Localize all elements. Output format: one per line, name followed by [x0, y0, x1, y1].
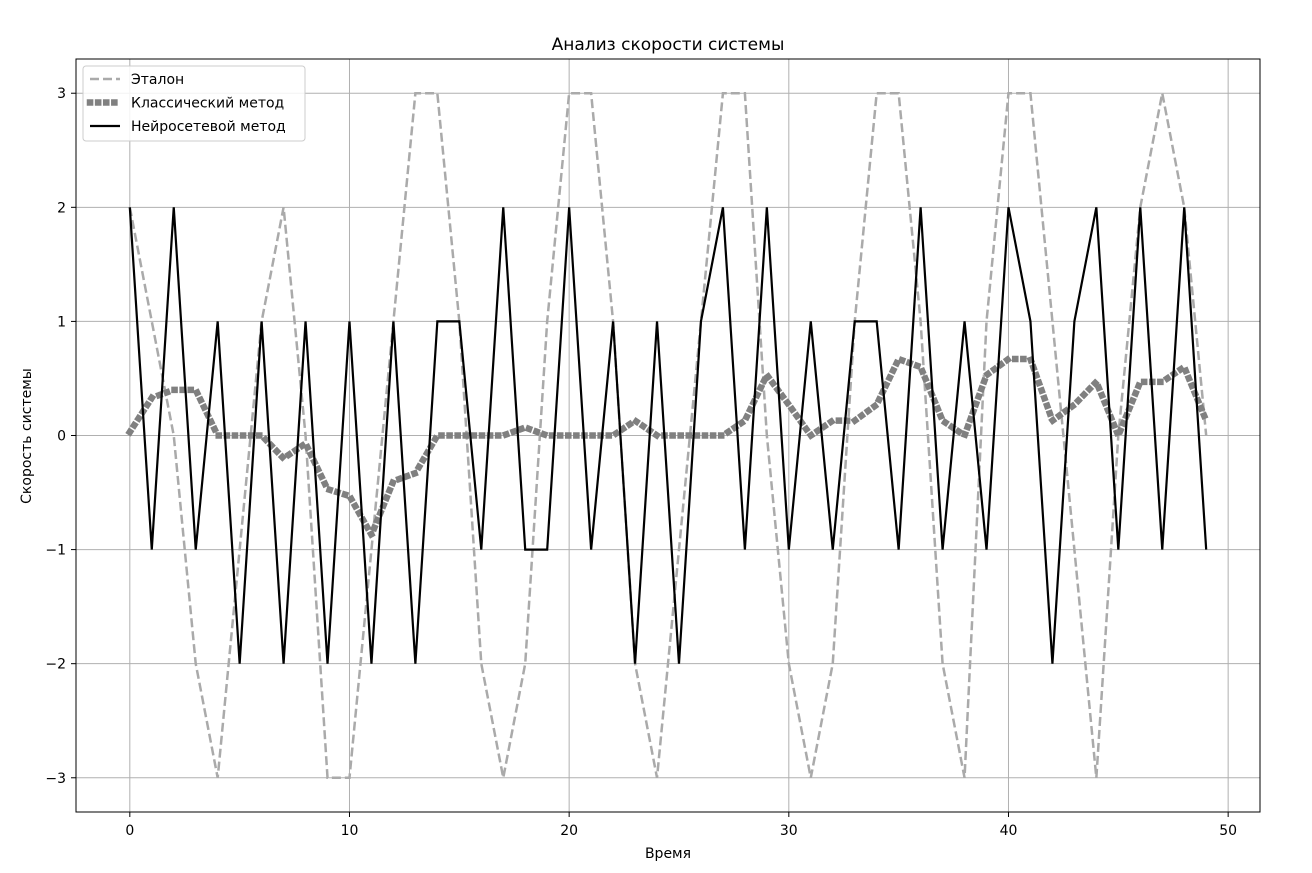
x-tick-label: 10	[341, 823, 359, 839]
series-line-3	[128, 207, 1208, 664]
x-tick-label: 50	[1219, 823, 1237, 839]
legend-box	[82, 65, 306, 142]
x-axis-label: Время	[645, 846, 691, 862]
legend-label-2: Классический метод	[131, 96, 284, 112]
y-tick-label: 1	[57, 314, 66, 330]
x-tick-label: 20	[560, 823, 578, 839]
series-layer	[125, 91, 1211, 780]
chart-title: Анализ скорости системы	[552, 35, 785, 55]
x-tick-label: 0	[125, 823, 134, 839]
y-tick-label: 2	[57, 200, 66, 216]
legend-label-1: Эталон	[131, 72, 184, 88]
y-tick-label: 3	[57, 86, 66, 102]
legend: Эталон Классический метод Нейросетевой мет…	[82, 65, 306, 142]
series-line-1	[128, 91, 1208, 780]
ticks: 0 10 20 30 40 50 −3 −2 −1 0 1 2 3	[45, 86, 1237, 839]
y-axis-label: Скорость системы	[19, 368, 35, 504]
x-tick-label: 30	[780, 823, 798, 839]
y-tick-label: −1	[45, 543, 66, 559]
y-tick-label: −3	[45, 771, 66, 787]
y-tick-label: −2	[45, 657, 66, 673]
y-tick-label: 0	[57, 429, 66, 445]
x-tick-label: 40	[1000, 823, 1018, 839]
legend-label-3: Нейросетевой метод	[131, 119, 286, 135]
